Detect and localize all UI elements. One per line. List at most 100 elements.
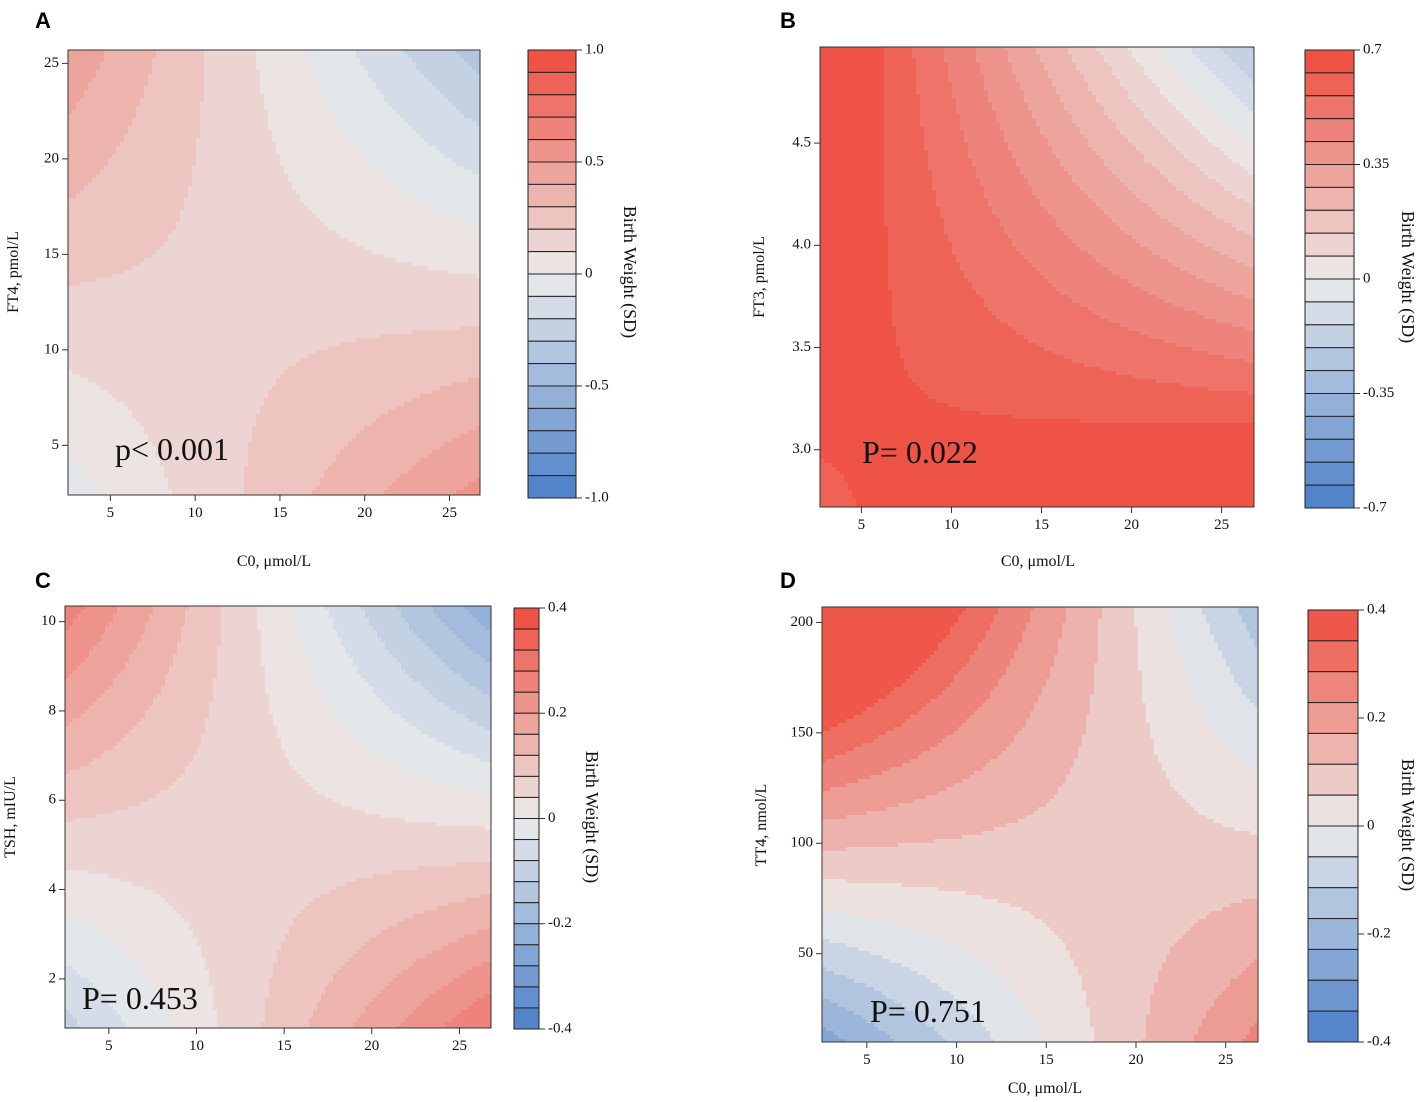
colorbar-tick-label: -0.2	[1367, 925, 1391, 941]
x-tick-label: 10	[188, 505, 203, 521]
colorbar-label: Birth Weight (SD)	[1397, 211, 1418, 343]
colorbar-tick-label: -0.35	[1363, 385, 1394, 401]
colorbar-tick-label: 0.5	[585, 153, 604, 169]
colorbar-band	[1308, 641, 1358, 672]
colorbar-tick-label: 0	[548, 810, 556, 826]
colorbar-band	[514, 924, 539, 945]
colorbar-band	[528, 341, 576, 363]
colorbar-tick-label: 0.2	[548, 705, 567, 721]
y-axis-label: FT4, pmol/L	[5, 231, 22, 313]
colorbar-band	[1305, 439, 1354, 462]
colorbar-band	[528, 162, 576, 184]
colorbar-band	[1308, 857, 1358, 888]
colorbar-band	[528, 117, 576, 139]
colorbar-band	[1305, 165, 1354, 188]
colorbar-band	[1305, 187, 1354, 210]
colorbar-band	[1305, 394, 1354, 417]
colorbar-tick-label: 0	[585, 265, 593, 281]
colorbar-band	[1308, 795, 1358, 826]
colorbar-band	[528, 140, 576, 162]
colorbar-band	[514, 819, 539, 840]
colorbar-tick-label: -0.2	[548, 915, 572, 931]
colorbar-band	[1305, 416, 1354, 439]
colorbar-tick-label: 0.2	[1367, 709, 1386, 725]
panel-letter: D	[780, 568, 796, 593]
y-tick-label: 8	[49, 702, 57, 718]
colorbar-band	[514, 713, 539, 734]
x-tick-label: 10	[949, 1052, 964, 1068]
colorbar: 0.70.350-0.35-0.7	[1305, 41, 1394, 515]
colorbar-band	[1305, 142, 1354, 165]
colorbar-band	[514, 797, 539, 818]
colorbar-band	[528, 386, 576, 408]
colorbar-band	[1305, 256, 1354, 279]
colorbar-band	[1305, 462, 1354, 485]
colorbar-band	[514, 692, 539, 713]
colorbar-tick-label: 0	[1363, 270, 1371, 286]
x-tick-label: 15	[277, 1038, 292, 1054]
colorbar-band	[1308, 672, 1358, 703]
colorbar-band	[1305, 302, 1354, 325]
x-tick-label: 25	[1214, 517, 1229, 533]
x-tick-label: 5	[863, 1052, 871, 1068]
y-tick-label: 6	[49, 792, 57, 808]
y-tick-label: 150	[791, 724, 814, 740]
y-tick-label: 50	[798, 945, 813, 961]
x-tick-label: 25	[442, 505, 457, 521]
y-tick-label: 15	[44, 246, 59, 262]
colorbar-band	[514, 882, 539, 903]
colorbar-tick-label: 0.4	[548, 599, 567, 615]
x-tick-label: 15	[272, 505, 287, 521]
figure: A5 10 15 20 25510152025C0, μmol/LFT4, pmol/L…	[0, 0, 1418, 1102]
heatmap-surface	[68, 50, 481, 496]
x-axis-label: C0, μmol/L	[1001, 553, 1075, 570]
colorbar-band	[1305, 348, 1354, 371]
y-tick-label: 5	[52, 437, 60, 453]
colorbar-band	[1308, 764, 1358, 795]
colorbar-label: Birth Weight (SD)	[1397, 759, 1418, 891]
colorbar-band	[1305, 233, 1354, 256]
colorbar-band	[514, 1008, 539, 1029]
colorbar-band	[1305, 325, 1354, 348]
colorbar-band	[1308, 703, 1358, 734]
x-tick-label: 10	[189, 1038, 204, 1054]
colorbar-band	[514, 987, 539, 1008]
y-tick-label: 4.5	[792, 135, 811, 151]
heatmap-surface	[822, 607, 1259, 1043]
colorbar-band	[1308, 826, 1358, 857]
colorbar-tick-label: 0	[1367, 817, 1375, 833]
colorbar-band	[1305, 50, 1354, 73]
y-tick-label: 200	[791, 614, 814, 630]
x-tick-label: 20	[1124, 517, 1139, 533]
colorbar-band	[528, 252, 576, 274]
panel-letter: C	[35, 568, 51, 593]
colorbar-label: Birth Weight (SD)	[619, 206, 640, 338]
colorbar-band	[528, 476, 576, 498]
y-tick-label: 3.0	[792, 441, 811, 457]
colorbar-band	[528, 364, 576, 386]
panel-letter: B	[780, 8, 796, 33]
colorbar-band	[1308, 733, 1358, 764]
x-tick-label: 5	[107, 505, 115, 521]
colorbar: 1.00.50-0.5-1.0	[528, 41, 609, 505]
colorbar-band	[1305, 210, 1354, 233]
colorbar-band	[1308, 919, 1358, 950]
colorbar-band	[514, 608, 539, 629]
x-axis-label: C0, μmol/L	[1008, 1080, 1082, 1097]
x-axis-label: C0, μmol/L	[237, 553, 311, 570]
y-axis-label: FT3, pmol/L	[751, 236, 768, 318]
p-value-annotation: p< 0.001	[115, 431, 229, 467]
colorbar-band	[514, 650, 539, 671]
colorbar: 0.40.20-0.2-0.4	[514, 599, 572, 1036]
colorbar-band	[514, 861, 539, 882]
y-axis-label: TSH, mIU/L	[2, 776, 19, 858]
colorbar-band	[1305, 119, 1354, 142]
colorbar-band	[528, 95, 576, 117]
colorbar-band	[528, 453, 576, 475]
colorbar-band	[528, 296, 576, 318]
x-tick-label: 20	[364, 1038, 379, 1054]
colorbar-band	[1308, 949, 1358, 980]
